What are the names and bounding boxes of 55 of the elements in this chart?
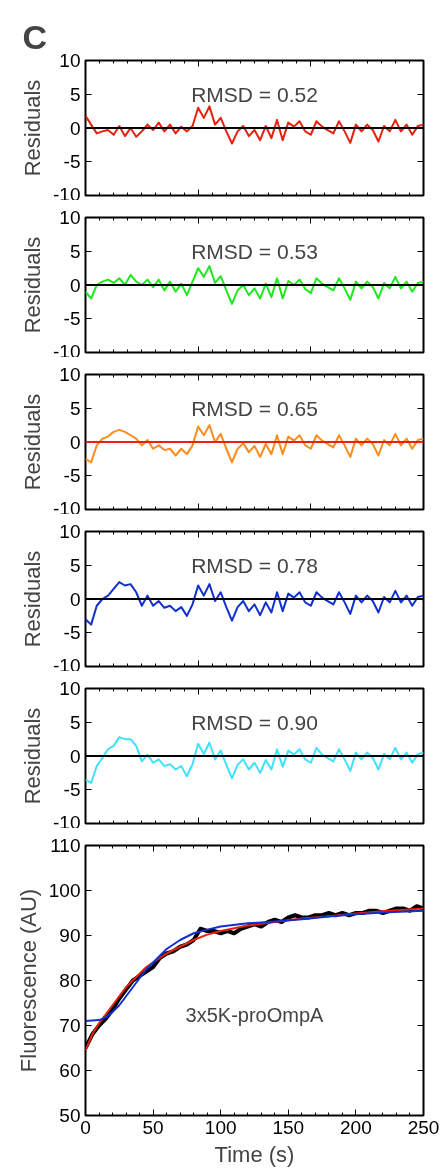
x-tick-label: 200 bbox=[340, 1116, 372, 1138]
y-tick-label: -10 bbox=[53, 497, 81, 519]
line-series bbox=[85, 424, 424, 464]
y-tick-label: 0 bbox=[69, 431, 81, 453]
y-tick-label: 90 bbox=[59, 925, 81, 946]
y-tick-label: 10 bbox=[59, 678, 81, 699]
chart-title: C bbox=[22, 17, 48, 56]
y-tick-label: -5 bbox=[63, 465, 81, 487]
x-tick-label: 250 bbox=[407, 1116, 440, 1138]
annotation: RMSD = 0.78 bbox=[191, 553, 318, 577]
y-tick-label: 5 bbox=[69, 240, 81, 262]
x-tick-label: 150 bbox=[272, 1116, 305, 1138]
y-tick-label: -10 bbox=[53, 811, 81, 833]
y-tick-label: 0 bbox=[69, 117, 81, 139]
y-tick-label: 10 bbox=[59, 521, 81, 542]
y-tick-label: 80 bbox=[59, 970, 81, 991]
y-tick-label: 60 bbox=[59, 1060, 81, 1081]
annotation: RMSD = 0.65 bbox=[191, 396, 318, 420]
y-tick-label: -10 bbox=[53, 654, 81, 676]
y-tick-label: -10 bbox=[53, 340, 81, 362]
y-tick-label: 0 bbox=[69, 745, 81, 767]
y-axis-title: Residuals bbox=[20, 79, 46, 177]
y-tick-label: 5 bbox=[69, 83, 81, 105]
y-axis-title: Residuals bbox=[20, 707, 46, 805]
y-tick-label: -5 bbox=[63, 308, 81, 330]
y-tick-label: -5 bbox=[63, 622, 81, 644]
line-series bbox=[85, 265, 424, 305]
y-axis-title: Residuals bbox=[20, 393, 46, 491]
y-tick-label: 0 bbox=[69, 588, 81, 610]
x-tick-label: 100 bbox=[204, 1116, 237, 1138]
y-tick-label: 10 bbox=[59, 50, 81, 71]
annotation: RMSD = 0.52 bbox=[191, 82, 318, 106]
y-axis-title: Residuals bbox=[20, 550, 46, 648]
y-tick-label: 100 bbox=[48, 880, 81, 901]
y-axis-title: Fluorescence (AU) bbox=[15, 888, 41, 1073]
x-axis-title: Time (s) bbox=[214, 1141, 295, 1167]
y-tick-label: -5 bbox=[63, 779, 81, 801]
y-tick-label: -5 bbox=[63, 151, 81, 173]
y-tick-label: 10 bbox=[59, 207, 81, 228]
line-series bbox=[85, 105, 424, 145]
y-tick-label: 110 bbox=[50, 835, 81, 856]
y-tick-label: 5 bbox=[69, 711, 81, 733]
y-axis-title: Residuals bbox=[20, 236, 46, 334]
annotation: RMSD = 0.53 bbox=[191, 239, 318, 263]
x-tick-label: 50 bbox=[142, 1116, 164, 1138]
annotation: RMSD = 0.90 bbox=[191, 710, 318, 734]
y-tick-label: 10 bbox=[59, 364, 81, 385]
y-tick-label: 0 bbox=[69, 274, 81, 296]
annotation: 3x5K-proOmpA bbox=[185, 1004, 325, 1027]
y-tick-label: 5 bbox=[69, 397, 81, 419]
line-series bbox=[85, 581, 424, 626]
y-tick-label: -10 bbox=[53, 183, 81, 205]
y-tick-label: 70 bbox=[59, 1015, 81, 1036]
line-series bbox=[85, 736, 424, 784]
y-tick-label: 5 bbox=[69, 554, 81, 576]
